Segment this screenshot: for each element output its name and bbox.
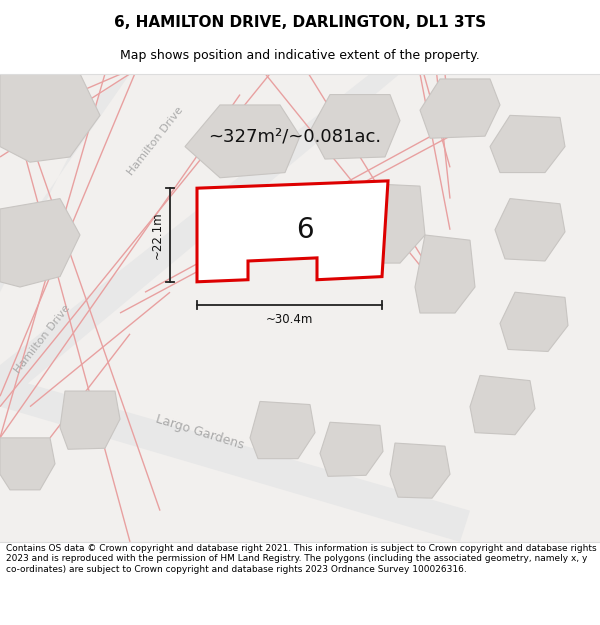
- Polygon shape: [0, 74, 130, 292]
- Polygon shape: [340, 183, 425, 263]
- Polygon shape: [310, 94, 400, 159]
- Polygon shape: [490, 116, 565, 172]
- Text: Contains OS data © Crown copyright and database right 2021. This information is : Contains OS data © Crown copyright and d…: [6, 544, 596, 574]
- Polygon shape: [0, 376, 470, 542]
- Text: Largo Gardens: Largo Gardens: [154, 413, 246, 452]
- Polygon shape: [495, 199, 565, 261]
- Polygon shape: [415, 235, 475, 313]
- Polygon shape: [0, 74, 400, 407]
- Polygon shape: [390, 443, 450, 498]
- Polygon shape: [197, 181, 388, 282]
- Text: 6, HAMILTON DRIVE, DARLINGTON, DL1 3TS: 6, HAMILTON DRIVE, DARLINGTON, DL1 3TS: [114, 14, 486, 29]
- Polygon shape: [60, 391, 120, 449]
- Polygon shape: [500, 292, 568, 351]
- Polygon shape: [250, 401, 315, 459]
- Text: ~22.1m: ~22.1m: [151, 211, 164, 259]
- Text: Map shows position and indicative extent of the property.: Map shows position and indicative extent…: [120, 49, 480, 62]
- Text: Hamilton Drive: Hamilton Drive: [12, 303, 72, 375]
- Polygon shape: [420, 79, 500, 138]
- Polygon shape: [185, 105, 300, 177]
- Text: Hamilton Drive: Hamilton Drive: [125, 105, 185, 177]
- Text: 6: 6: [296, 216, 314, 244]
- Polygon shape: [0, 438, 55, 490]
- Polygon shape: [0, 199, 80, 287]
- Polygon shape: [470, 376, 535, 435]
- Polygon shape: [0, 74, 100, 162]
- Text: ~30.4m: ~30.4m: [266, 312, 313, 326]
- Polygon shape: [320, 422, 383, 476]
- Text: ~327m²/~0.081ac.: ~327m²/~0.081ac.: [208, 127, 382, 145]
